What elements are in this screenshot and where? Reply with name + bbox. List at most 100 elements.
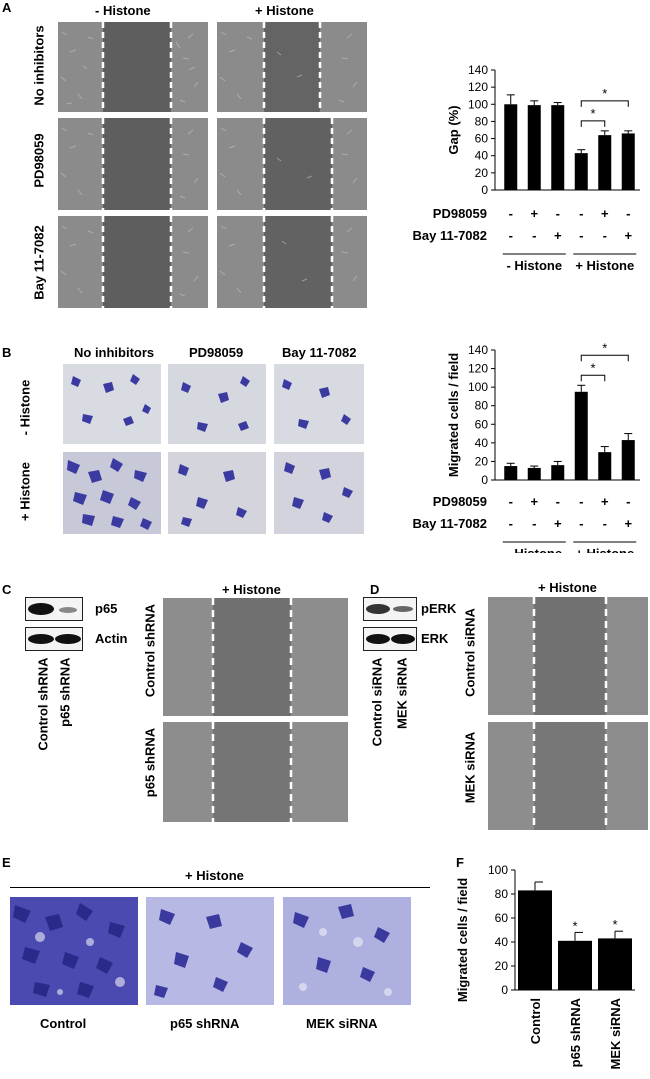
y-tick-label: 100 [468,380,488,394]
bar [574,391,588,480]
panelE-caption: p65 shRNA [170,1016,240,1031]
treatment-sign: - [509,206,513,221]
bar [504,466,518,480]
blot-label: ERK [421,631,449,646]
treatment-sign: - [579,206,583,221]
significance-bracket [580,354,629,362]
lane-label: Control shRNA [35,657,51,751]
bar [527,105,541,190]
lane-label: p65 shRNA [57,657,73,727]
significance-bracket [580,100,629,107]
group-label: - Histone [506,546,562,553]
scratch-micrograph [488,722,648,830]
x-tick-label: MEK siRNA [608,997,623,1069]
treatment-label: Bay 11-7082 [413,228,487,243]
panelD-row-label: MEK siRNA [462,731,478,804]
chart-a: 0 20 40 60 80 100 120 140 Gap (%) * * PD98059 - + - - + -… [413,63,640,273]
chart-f: 0 20 40 60 80 100 Migrated cells / field Contro… [455,863,635,1070]
panelE-caption: MEK siRNA [306,1016,378,1031]
panelB-row-label: + Histone [17,462,33,521]
y-tick-label: 100 [468,97,488,111]
panelA-row-label: PD98059 [31,133,47,188]
significance-bracket [580,374,606,382]
panelC-header: + Histone [222,582,281,597]
panelD-header: + Histone [538,580,597,595]
transwell-micrograph [10,897,138,1005]
western-blot-band [363,597,417,621]
bar [551,465,565,480]
panel-letter-f: F [456,855,464,870]
significance-star: * [602,86,607,101]
y-tick-label: 0 [481,473,488,487]
scratch-micrograph [58,118,208,210]
blot-label: Actin [95,631,128,646]
treatment-sign: + [530,206,538,221]
y-tick-label: 40 [475,149,489,163]
x-tick-label: Control [528,998,543,1044]
scratch-micrograph [163,598,348,716]
y-tick-label: 140 [468,343,488,357]
y-axis-label: Migrated cells / field [455,878,470,1002]
treatment-sign: - [603,228,607,243]
chart-b: 0 20 40 60 80 100 120 140 Migrated cells / field… [413,340,640,553]
y-tick-label: 80 [495,887,509,901]
panelC-row-label: p65 shRNA [142,727,158,798]
transwell-micrograph [63,364,161,444]
x-tick-label: p65 shRNA [568,997,583,1067]
scratch-micrograph [58,216,208,308]
bar [527,467,541,480]
panel-letter-a: A [2,0,12,15]
panel-letter-b: B [2,345,12,360]
treatment-sign: + [554,516,562,531]
treatment-sign: - [532,228,536,243]
treatment-label: Bay 11-7082 [413,516,487,531]
panel-letter-d: D [370,582,380,597]
treatment-sign: + [530,494,538,509]
y-tick-label: 80 [475,399,489,413]
bar [518,890,552,990]
treatment-sign: - [579,228,583,243]
scratch-micrograph [217,22,367,112]
lane-label: Control siRNA [369,657,385,747]
y-tick-label: 0 [501,983,508,997]
scratch-micrograph [163,722,348,822]
panelB-col-header: PD98059 [189,345,244,360]
scratch-micrograph [217,216,367,308]
panelB-row-label: - Histone [17,379,33,436]
treatment-sign: - [603,516,607,531]
treatment-sign: - [532,516,536,531]
transwell-micrograph [168,364,266,444]
treatment-sign: - [556,206,560,221]
western-blot-band [363,627,417,651]
y-tick-label: 120 [468,80,488,94]
bar [598,452,612,480]
treatment-sign: + [554,228,562,243]
treatment-sign: - [579,516,583,531]
transwell-micrograph [146,897,274,1005]
significance-star: * [572,918,577,933]
y-tick-label: 80 [475,114,489,128]
panelB-col-header: Bay 11-7082 [282,345,357,360]
treatment-sign: - [509,516,513,531]
y-tick-label: 60 [495,911,509,925]
bar [598,135,612,190]
treatment-sign: + [624,228,632,243]
scratch-micrograph [58,22,208,112]
treatment-sign: + [624,516,632,531]
y-tick-label: 0 [481,183,488,197]
treatment-sign: - [626,206,630,221]
treatment-label: PD98059 [433,206,487,221]
bar [621,440,635,480]
western-blot-band [25,627,83,651]
significance-star: * [590,360,595,375]
bar [598,938,632,990]
treatment-sign: - [579,494,583,509]
transwell-micrograph [283,897,411,1005]
treatment-sign: - [509,228,513,243]
y-tick-label: 20 [475,166,489,180]
lane-label: MEK siRNA [394,657,410,730]
bar [551,105,565,190]
panelA-row-label: No inhibitors [31,25,47,106]
transwell-micrograph [274,452,364,534]
significance-bracket [580,120,606,127]
